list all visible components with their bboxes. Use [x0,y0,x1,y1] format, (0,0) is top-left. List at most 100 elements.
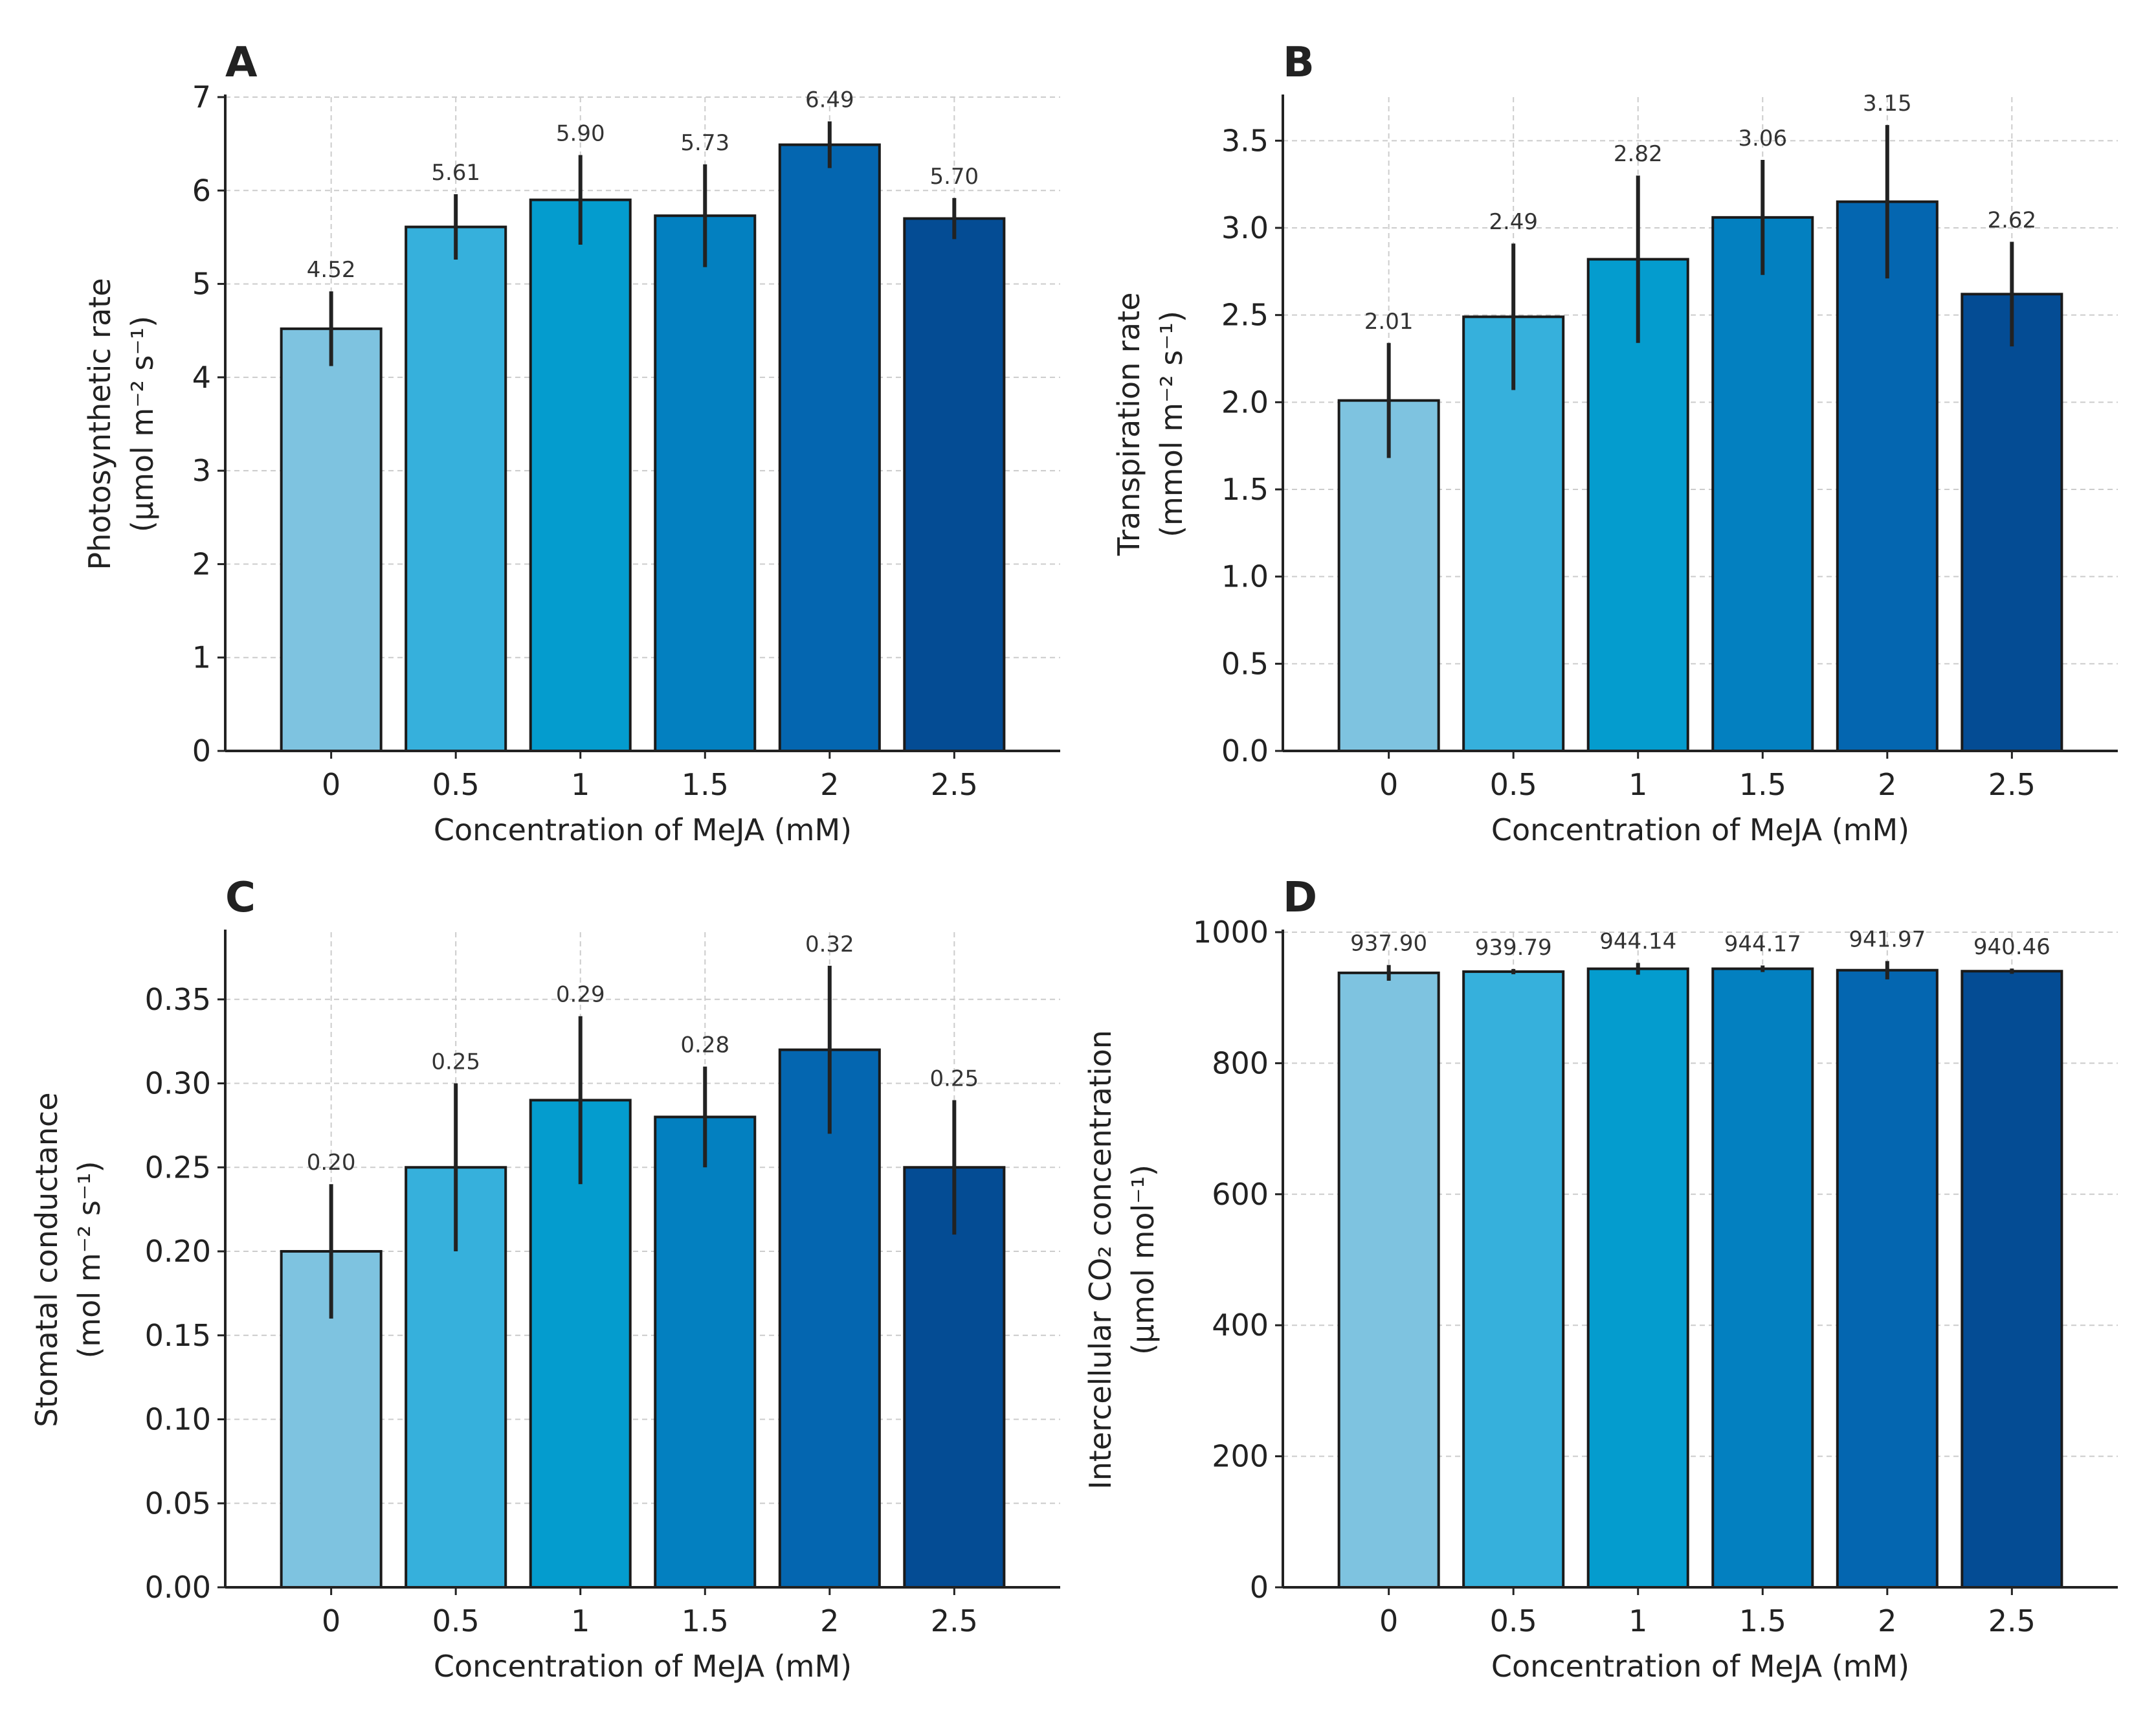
y-tick-label: 3 [192,453,211,488]
panel-b: B 0.0 0.5 1.0 1.5 2.0 2.5 3.0 3.5 2.01 2.49 2.82 3.0… [1111,39,2118,847]
y-tick-label: 3.0 [1221,210,1269,245]
data-label: 3.15 [1863,91,1912,117]
bar-1.5 [654,1115,757,1589]
x-tick-label: 1 [571,1603,590,1638]
y-axis-label: Photosynthetic rate [82,278,117,570]
data-label: 0.32 [805,932,854,957]
x-tick-label: 2 [820,1603,839,1638]
y-tick-label: 6 [192,173,211,208]
data-label: 944.14 [1599,928,1676,954]
panel-letter: B [1283,39,1315,87]
panel-d: D 0 200 400 600 800 1000 937.90 939.79 944.14 944.… [1083,874,2118,1684]
data-label: 0.25 [431,1049,480,1075]
y-tick-label: 2.0 [1221,385,1269,419]
data-label: 5.90 [556,120,605,146]
y-tick-label: 0.00 [145,1570,211,1605]
panel-c: C 0.00 0.05 0.10 0.15 0.20 0.25 0.30 0.35 0.20 0.2… [29,874,1060,1684]
y-tick-label: 1 [192,640,211,675]
data-label: 940.46 [1973,934,2050,960]
y-tick-label: 5 [192,267,211,302]
x-tick-label: 2 [1878,1603,1896,1638]
bar-2 [1836,968,1939,1589]
data-label: 2.82 [1614,141,1663,167]
data-label: 2.62 [1987,208,2036,234]
y-axis-label: Stomatal conductance [29,1092,64,1427]
x-tick-label: 0.5 [1490,767,1537,802]
bar-2.5 [903,217,1006,753]
y-tick-label: 0.0 [1221,733,1269,768]
y-tick-label: 7 [192,80,211,115]
x-tick-label: 2 [1878,767,1896,802]
data-label: 5.61 [431,160,480,186]
data-label: 5.73 [680,130,729,156]
x-tick-label: 0 [322,767,340,802]
x-tick-label: 1.5 [1739,1603,1786,1638]
x-axis-label: Concentration of MeJA (mM) [434,812,852,847]
y-tick-label: 0.30 [145,1066,211,1101]
y-axis-unit-label: (mol m⁻² s⁻¹) [72,1161,107,1358]
bar-2.5 [1961,970,2063,1589]
y-tick-label: 0.25 [145,1150,211,1185]
y-tick-label: 4 [192,360,211,395]
y-tick-label: 1.0 [1221,559,1269,594]
y-axis-label: Transpiration rate [1111,293,1146,557]
x-tick-label: 1.5 [682,767,729,802]
y-axis-unit-label: (μmol mol⁻¹) [1126,1165,1161,1355]
x-tick-label: 1.5 [682,1603,729,1638]
data-label: 939.79 [1475,935,1552,961]
x-tick-label: 0.5 [1490,1603,1537,1638]
panel-letter: A [225,39,258,87]
data-label: 2.49 [1489,209,1538,235]
data-label: 6.49 [805,87,854,113]
y-tick-label: 0.05 [145,1486,211,1521]
bar-2 [1836,200,1939,753]
bar-1.5 [1711,216,1814,752]
bar-2 [778,143,881,753]
y-tick-label: 1.5 [1221,472,1269,507]
x-tick-label: 2.5 [931,1603,978,1638]
x-tick-label: 1 [1628,767,1647,802]
x-tick-label: 0 [1379,767,1398,802]
bar-1.5 [654,214,757,752]
data-label: 3.06 [1738,126,1787,151]
x-tick-label: 1 [1628,1603,1647,1638]
x-axis-label: Concentration of MeJA (mM) [1491,1649,1909,1684]
y-tick-label: 0 [1250,1570,1269,1605]
y-tick-label: 800 [1212,1045,1269,1080]
bar-2.5 [903,1166,1006,1589]
data-label: 944.17 [1724,931,1801,957]
data-label: 0.20 [307,1150,356,1176]
data-label: 937.90 [1350,931,1427,957]
x-tick-label: 0 [322,1603,340,1638]
data-label: 0.28 [680,1033,729,1058]
bar-0.5 [405,225,507,752]
bar-2.5 [1961,293,2063,752]
y-tick-label: 0.10 [145,1402,211,1437]
y-tick-label: 3.5 [1221,123,1269,158]
bar-1 [1586,967,1689,1589]
bar-0 [280,327,383,753]
bar-0 [1337,399,1440,752]
y-tick-label: 1000 [1193,915,1269,950]
data-label: 2.01 [1364,309,1414,335]
bar-1 [529,198,632,752]
panel-letter: C [225,874,256,922]
x-axis-label: Concentration of MeJA (mM) [434,1649,852,1684]
x-tick-label: 2.5 [931,767,978,802]
x-axis-label: Concentration of MeJA (mM) [1491,812,1909,847]
y-tick-label: 2.5 [1221,298,1269,333]
y-tick-label: 0 [192,733,211,768]
y-tick-label: 200 [1212,1439,1269,1474]
panel-letter: D [1283,874,1317,922]
x-tick-label: 0 [1379,1603,1398,1638]
bar-0.5 [1462,970,1565,1589]
y-axis-unit-label: (μmol m⁻² s⁻¹) [125,316,160,532]
bar-1.5 [1711,967,1814,1589]
y-tick-label: 400 [1212,1308,1269,1343]
data-label: 5.70 [929,164,979,190]
data-label: 0.25 [929,1066,979,1091]
x-tick-label: 2 [820,767,839,802]
data-label: 941.97 [1849,927,1926,953]
x-tick-label: 2.5 [1988,1603,2036,1638]
